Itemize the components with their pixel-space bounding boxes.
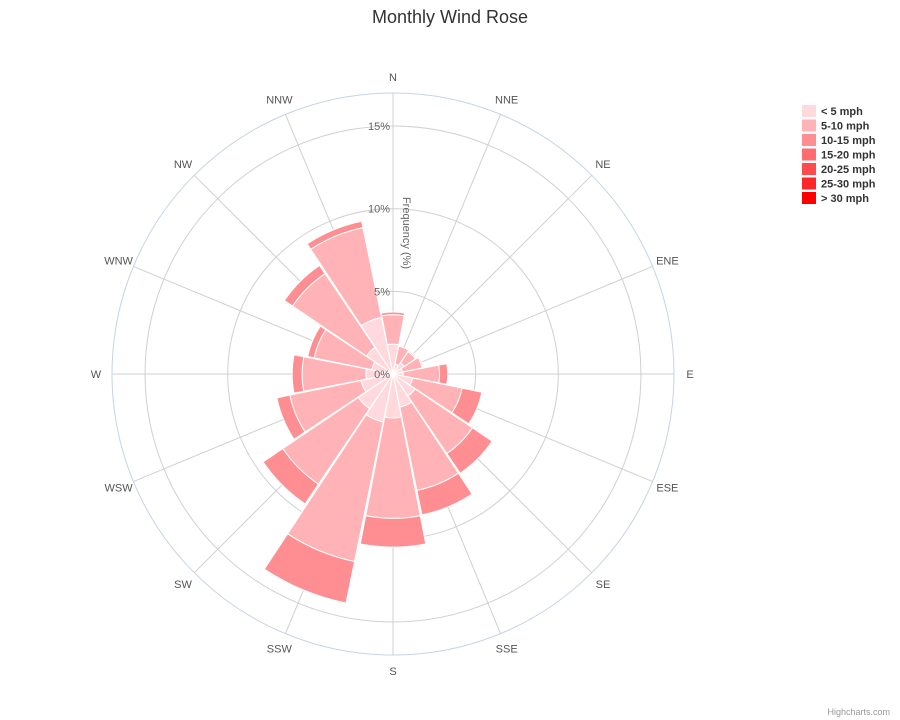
legend-label-5[interactable]: 25-30 mph	[821, 179, 876, 191]
bar-ese-series-2[interactable]	[451, 387, 483, 425]
bar-nw-series-2[interactable]	[283, 264, 326, 307]
radial-tick-15: 15%	[368, 121, 390, 133]
legend-swatch-3[interactable]	[802, 148, 816, 161]
bar-sw-series-2[interactable]	[262, 447, 320, 505]
direction-label-wnw: WNW	[104, 255, 133, 267]
direction-label-e: E	[686, 369, 693, 381]
wind-bars	[262, 220, 493, 604]
bar-n-series-2[interactable]	[380, 311, 406, 317]
direction-label-wsw: WSW	[105, 483, 134, 495]
legend-label-6[interactable]: > 30 mph	[821, 193, 869, 205]
bar-wnw-series-2[interactable]	[307, 325, 327, 359]
legend-swatch-1[interactable]	[802, 119, 816, 132]
radial-tick-5: 5%	[374, 286, 390, 298]
legend-label-0[interactable]: < 5 mph	[821, 106, 863, 118]
radial-tick-10: 10%	[368, 204, 390, 216]
direction-label-sw: SW	[174, 579, 192, 591]
direction-label-n: N	[389, 72, 397, 84]
chart-title: Monthly Wind Rose	[372, 7, 528, 27]
radial-axis-title: Frequency (%)	[400, 197, 412, 269]
legend-swatch-0[interactable]	[802, 105, 816, 117]
legend-label-4[interactable]: 20-25 mph	[821, 164, 876, 176]
legend-swatch-4[interactable]	[802, 163, 816, 175]
radial-tick-0: 0%	[374, 369, 390, 381]
legend-swatch-6[interactable]	[802, 192, 816, 204]
credits-link[interactable]: Highcharts.com	[827, 707, 890, 717]
grid-spoke-nne	[392, 114, 501, 375]
bar-w-series-2[interactable]	[291, 354, 305, 394]
radial-tick-labels: 0% 5% 10% 15%	[368, 121, 390, 381]
bar-sse-series-2[interactable]	[416, 472, 473, 516]
grid-spoke-ene	[392, 266, 653, 375]
direction-label-ssw: SSW	[267, 643, 293, 655]
bar-s-series-2[interactable]	[359, 515, 427, 548]
direction-label-nnw: NNW	[266, 95, 293, 107]
bar-ssw-series-2[interactable]	[263, 533, 356, 604]
legend-swatch-5[interactable]	[802, 177, 816, 190]
legend-label-3[interactable]: 15-20 mph	[821, 150, 876, 162]
grid-spoke-ne	[392, 174, 593, 375]
direction-label-ne: NE	[595, 159, 610, 171]
legend: < 5 mph 5-10 mph 10-15 mph 15-20 mph 20-25 m…	[802, 105, 876, 205]
bar-nnw-series-2[interactable]	[306, 220, 364, 250]
direction-label-nne: NNE	[495, 95, 518, 107]
legend-label-2[interactable]: 10-15 mph	[821, 135, 876, 147]
direction-label-ese: ESE	[656, 483, 678, 495]
direction-label-se: SE	[596, 579, 611, 591]
direction-label-nw: NW	[174, 159, 193, 171]
direction-label-w: W	[91, 369, 102, 381]
legend-swatch-2[interactable]	[802, 134, 816, 146]
bar-se-series-2[interactable]	[446, 427, 493, 474]
legend-label-1[interactable]: 5-10 mph	[821, 121, 870, 133]
direction-label-ene: ENE	[656, 255, 679, 267]
direction-label-sse: SSE	[496, 643, 518, 655]
bar-e-series-2[interactable]	[438, 363, 449, 385]
direction-label-s: S	[389, 666, 396, 678]
direction-labels: N NNE NE ENE E ESE SE SSE S SSW SW WSW W WNW NW NNW	[91, 72, 694, 678]
bar-wsw-series-2[interactable]	[276, 394, 306, 440]
